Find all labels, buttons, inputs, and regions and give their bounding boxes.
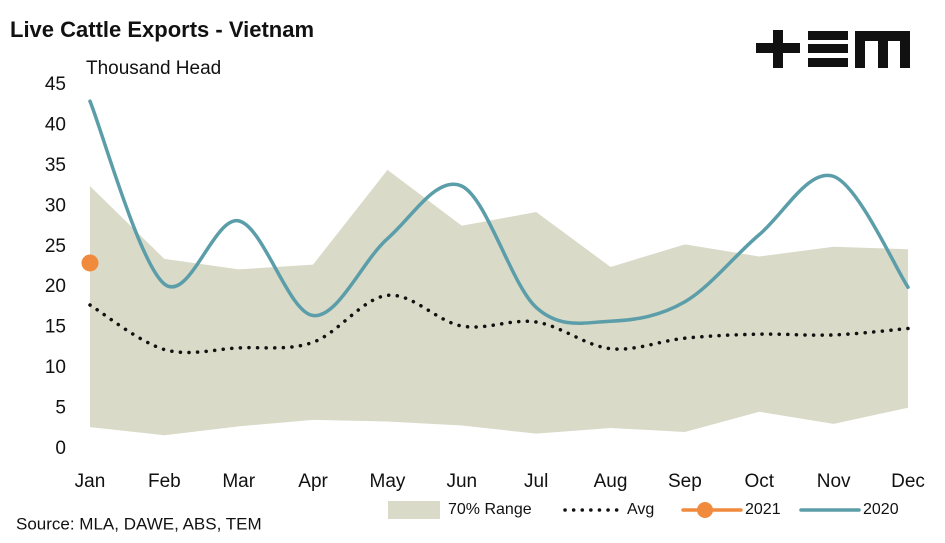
legend-label: 2020 [863,501,899,518]
subtitle: Thousand Head [86,58,221,79]
y-tick-label: 30 [45,195,66,216]
x-tick-label: Mar [222,471,255,492]
x-tick-label: Oct [744,471,774,492]
x-tick-label: Dec [891,471,925,492]
legend-label: 70% Range [448,501,532,518]
y-tick-label: 20 [45,276,66,297]
x-tick-label: Nov [817,471,851,492]
x-tick-label: Sep [668,471,702,492]
y-tick-label: 25 [45,236,66,257]
y-tick-label: 35 [45,155,66,176]
legend-swatch [388,501,440,519]
y-tick-label: 45 [45,74,66,95]
y-tick-label: 15 [45,317,66,338]
x-tick-label: May [370,471,406,492]
x-tick-label: Aug [594,471,628,492]
x-tick-label: Jun [446,471,477,492]
y-tick-label: 0 [55,438,66,459]
x-tick-label: Jan [75,471,106,492]
y-tick-label: 40 [45,114,66,135]
legend-label: 2021 [745,501,781,518]
x-tick-label: Feb [148,471,181,492]
range-area [90,169,908,436]
point [81,254,99,272]
y-tick-label: 10 [45,357,66,378]
y-tick-label: 5 [55,398,66,419]
legend-label: Avg [627,501,654,518]
legend-swatch [697,502,713,518]
series-line [88,99,910,325]
series-line [88,293,910,355]
logo [756,30,910,68]
x-tick-label: Jul [524,471,548,492]
chart-title: Live Cattle Exports - Vietnam [10,17,314,42]
source: Source: MLA, DAWE, ABS, TEM [16,514,262,533]
x-tick-label: Apr [298,471,328,492]
